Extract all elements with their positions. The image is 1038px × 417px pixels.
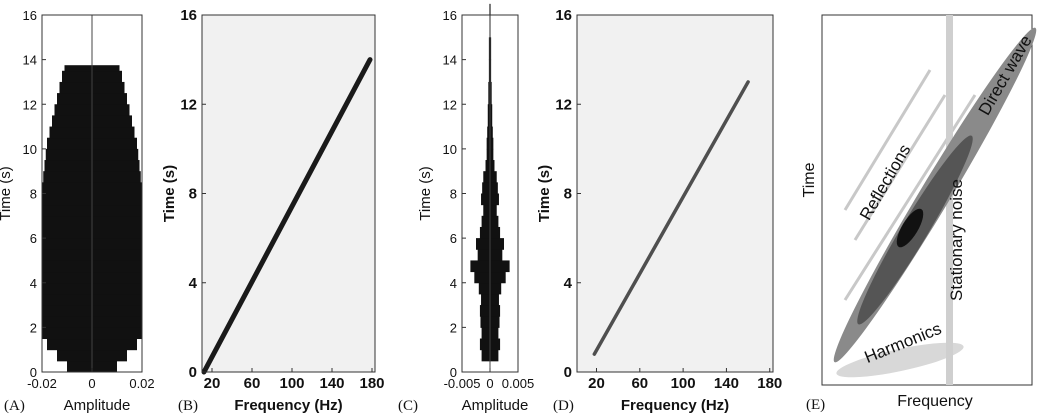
direct-wave-peak (896, 208, 924, 248)
y-tick-label: 6 (450, 231, 457, 246)
x-tick-label: 100 (279, 375, 304, 392)
panel-label: (C) (398, 398, 418, 414)
y-tick-label: 16 (555, 7, 572, 24)
x-axis-label: Frequency (Hz) (621, 397, 729, 414)
x-tick-label: 20 (204, 375, 221, 392)
y-axis-label: Time (s) (161, 165, 178, 222)
x-tick-label: 60 (631, 375, 648, 392)
x-tick-label: 180 (359, 375, 384, 392)
x-tick-label: 20 (588, 375, 605, 392)
y-axis-label: Time (s) (417, 166, 434, 220)
x-tick-label: 0.005 (502, 376, 535, 391)
x-tick-label: -0.02 (27, 376, 57, 391)
y-tick-label: 16 (180, 7, 197, 24)
x-tick-label: 0 (88, 376, 95, 391)
y-tick-label: 14 (443, 53, 457, 68)
chirp-line (201, 57, 373, 375)
x-tick-label: 140 (319, 375, 344, 392)
y-tick-label: 4 (189, 275, 198, 292)
y-tick-label: 12 (180, 96, 197, 113)
x-tick-label: 100 (671, 375, 696, 392)
y-tick-label: 8 (450, 187, 457, 202)
y-tick-label: 16 (443, 8, 457, 23)
y-tick-label: 12 (23, 97, 37, 112)
y-tick-label: 0 (30, 365, 37, 380)
panel-label: (E) (806, 397, 825, 413)
label: Stationary noise (947, 179, 966, 301)
x-axis-label: Amplitude (64, 397, 131, 414)
envelope-bar (489, 3, 491, 16)
y-tick-label: 14 (23, 53, 37, 68)
y-tick-label: 8 (30, 187, 37, 202)
x-axis-label: Amplitude (462, 397, 529, 414)
y-tick-label: 0 (450, 365, 457, 380)
y-tick-label: 8 (189, 186, 197, 203)
y-tick-label: 2 (30, 320, 37, 335)
y-tick-label: 4 (564, 275, 573, 292)
chirp-line (592, 80, 750, 356)
y-axis-label: Time (s) (536, 165, 553, 222)
plot-area (577, 15, 773, 372)
y-tick-label: 8 (564, 186, 572, 203)
x-tick-label: 140 (714, 375, 739, 392)
y-tick-label: 12 (555, 96, 572, 113)
panel: 0 4 8 12 16 20 60 100 140 180 Frequency (Hz) Time (… (161, 7, 385, 414)
panel: 0 4 8 12 16 20 60 100 140 180 Frequency (Hz) Time (… (536, 7, 782, 414)
y-tick-label: 10 (23, 142, 37, 157)
panel-label: (B) (178, 398, 198, 414)
y-tick-label: 10 (443, 142, 457, 157)
y-tick-label: 6 (30, 231, 37, 246)
x-axis-label: Frequency (897, 393, 973, 410)
diagram: Direct wave Reflections Stationary noise… (801, 14, 1037, 413)
noise-band (946, 15, 953, 385)
x-tick-label: 180 (757, 375, 782, 392)
plot-area (202, 15, 375, 372)
y-tick-label: 2 (450, 320, 457, 335)
y-tick-label: 12 (443, 97, 457, 112)
y-axis-label: Time (801, 162, 818, 197)
panel-label: (D) (553, 398, 574, 414)
panel-label: (A) (4, 398, 25, 414)
y-axis-label: Time (s) (0, 166, 14, 220)
y-tick-label: 0 (189, 364, 197, 381)
x-tick-label: -0.005 (444, 376, 481, 391)
x-tick-label: 0 (486, 376, 493, 391)
y-tick-label: 4 (450, 276, 457, 291)
harmonics-shape (836, 342, 964, 378)
x-tick-label: 0.02 (129, 376, 154, 391)
y-tick-label: 0 (564, 364, 572, 381)
y-tick-label: 4 (30, 276, 37, 291)
x-tick-label: 60 (244, 375, 261, 392)
y-tick-label: 16 (23, 8, 37, 23)
x-axis-label: Frequency (Hz) (234, 397, 342, 414)
